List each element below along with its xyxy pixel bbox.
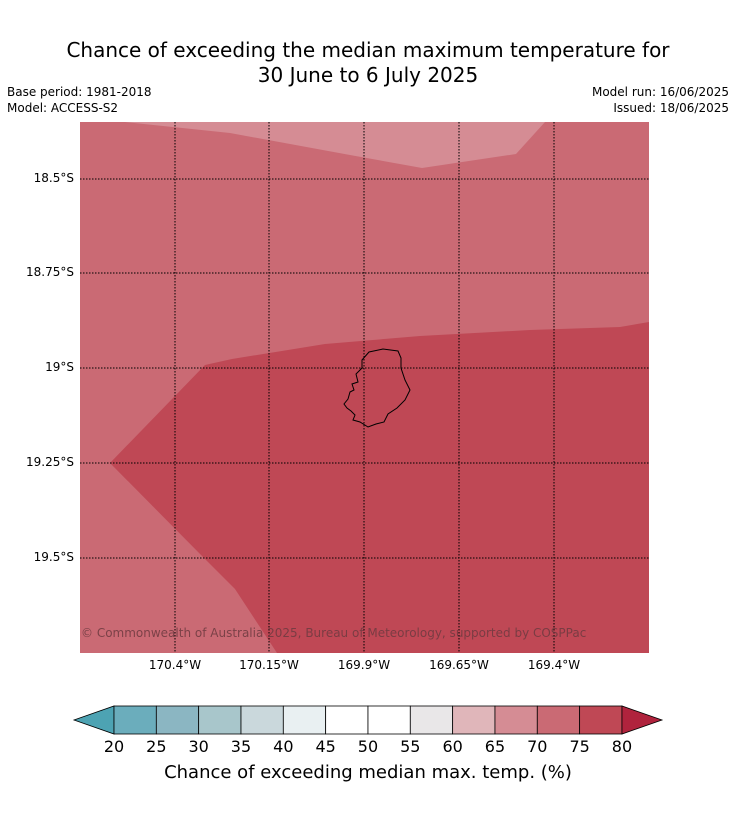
- lon-label: 170.15°W: [239, 658, 299, 672]
- lon-label: 169.4°W: [527, 658, 581, 672]
- lat-label: 19°S: [45, 360, 74, 374]
- colorbar-bin: [367, 705, 411, 735]
- colorbar-bin: [579, 705, 623, 735]
- forecast-map: [80, 122, 649, 653]
- colorbar-bin: [536, 705, 581, 735]
- colorbar-tick-label: 35: [230, 737, 252, 756]
- colorbar-extend-high: [621, 705, 664, 735]
- colorbar-tick-label: 45: [315, 737, 336, 756]
- colorbar-tick-label: 75: [569, 737, 590, 756]
- colorbar-tick-label: 70: [527, 737, 548, 756]
- title-line-1: Chance of exceeding the median maximum t…: [66, 38, 670, 62]
- lon-label: 169.9°W: [337, 658, 391, 672]
- colorbar-tick-label: 30: [188, 737, 209, 756]
- lon-label: 169.65°W: [429, 658, 489, 672]
- model-text: Model: ACCESS-S2: [7, 101, 119, 115]
- colorbar: [72, 705, 664, 735]
- island-outline: [343, 348, 411, 428]
- title-line-2: 30 June to 6 July 2025: [257, 63, 479, 87]
- colorbar-bin: [113, 705, 157, 735]
- region-65-70: [125, 122, 545, 168]
- lon-label: 170.4°W: [148, 658, 202, 672]
- colorbar-tick-label: 65: [484, 737, 506, 756]
- colorbar-extend-low: [72, 705, 115, 735]
- region-75-80: [110, 322, 649, 653]
- colorbar-tick-label: 50: [357, 737, 379, 756]
- lat-label: 18.75°S: [26, 265, 74, 279]
- chart-title: Chance of exceeding the median maximum t…: [0, 38, 736, 88]
- map-svg: [80, 122, 649, 653]
- model-run-text: Model run: 16/06/2025: [591, 85, 729, 99]
- meta-left: Base period: 1981-2018 Model: ACCESS-S2: [7, 84, 152, 116]
- colorbar-tick-label: 55: [400, 737, 421, 756]
- lat-label: 19.5°S: [33, 550, 74, 564]
- base-period-text: Base period: 1981-2018: [7, 85, 152, 99]
- colorbar-bin: [409, 705, 454, 735]
- colorbar-tick-label: 25: [146, 737, 167, 756]
- lat-label: 18.5°S: [33, 171, 74, 185]
- colorbar-bin: [240, 705, 284, 735]
- issued-text: Issued: 18/06/2025: [613, 101, 729, 115]
- graticule: [80, 122, 649, 653]
- colorbar-tick-label: 60: [442, 737, 463, 756]
- meta-right: Model run: 16/06/2025 Issued: 18/06/2025: [592, 84, 729, 116]
- colorbar-bin: [282, 705, 327, 735]
- copyright-text: © Commonwealth of Australia 2025, Bureau…: [81, 626, 587, 640]
- colorbar-bin: [155, 705, 200, 735]
- lat-label: 19.25°S: [26, 455, 74, 469]
- colorbar-bin: [452, 705, 496, 735]
- colorbar-tick-label: 20: [103, 737, 125, 756]
- colorbar-label: Chance of exceeding median max. temp. (%…: [164, 762, 572, 783]
- colorbar-bin: [325, 705, 369, 735]
- colorbar-tick-label: 80: [611, 737, 633, 756]
- colorbar-bin: [198, 705, 242, 735]
- colorbar-bin: [494, 705, 538, 735]
- colorbar-tick-label: 40: [273, 737, 294, 756]
- colorbar-svg: [72, 705, 664, 735]
